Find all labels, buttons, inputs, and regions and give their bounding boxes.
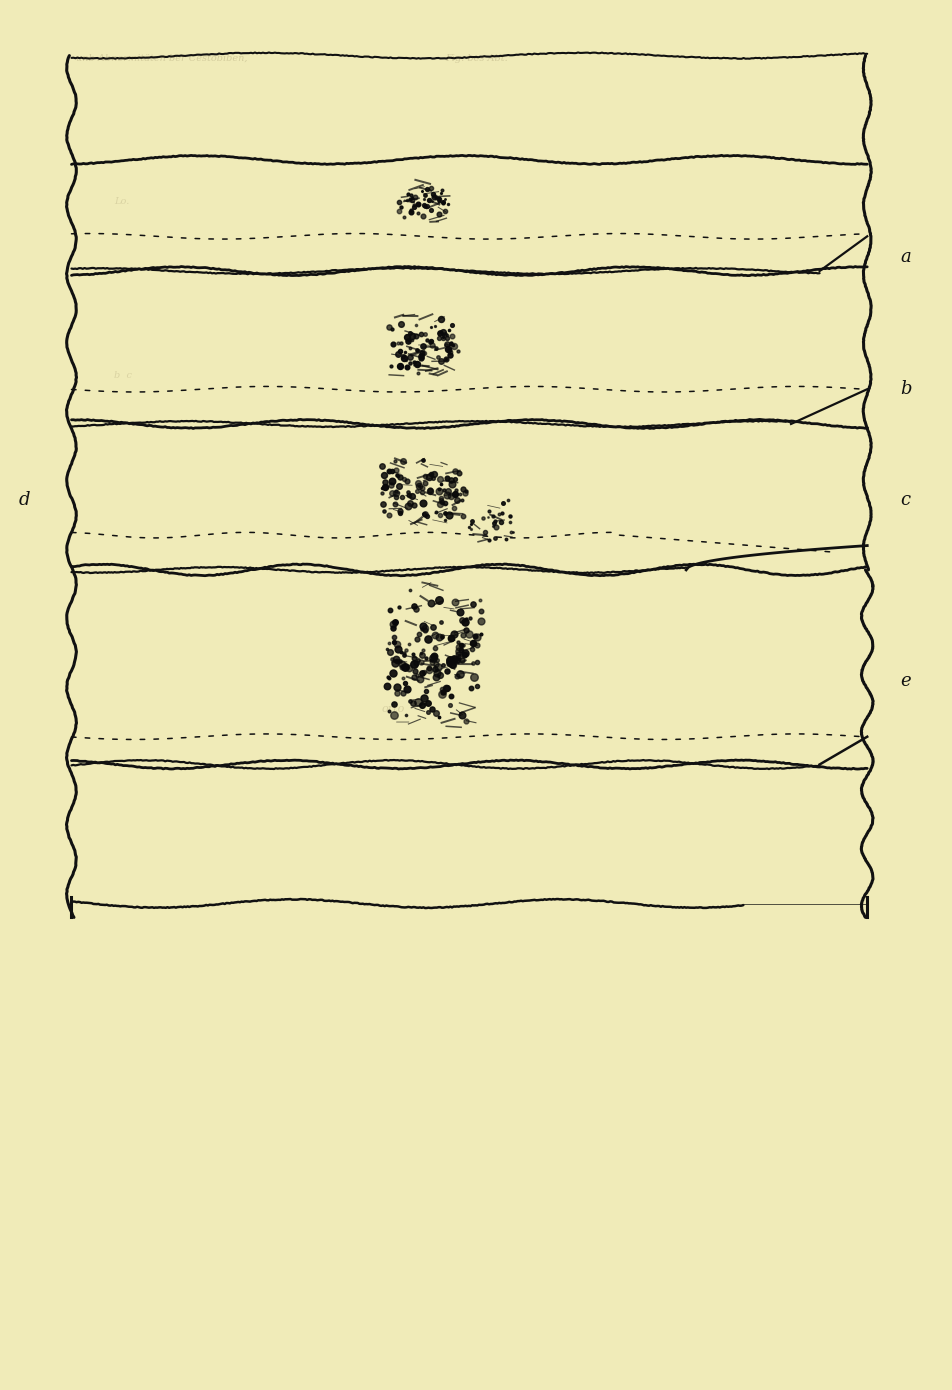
Text: Fig. bes Abt.: Fig. bes Abt. — [445, 54, 507, 63]
Text: d: d — [19, 492, 30, 509]
Text: e: e — [900, 673, 910, 689]
Text: unb Abnormitäten ber Cestobiben,: unb Abnormitäten ber Cestobiben, — [76, 54, 248, 63]
Text: a: a — [900, 249, 910, 265]
Text: Lo.: Lo. — [114, 197, 129, 206]
Text: b  c: b c — [114, 371, 132, 379]
Text: orto: orto — [381, 703, 405, 714]
Text: b: b — [900, 381, 911, 398]
Text: c: c — [900, 492, 910, 509]
